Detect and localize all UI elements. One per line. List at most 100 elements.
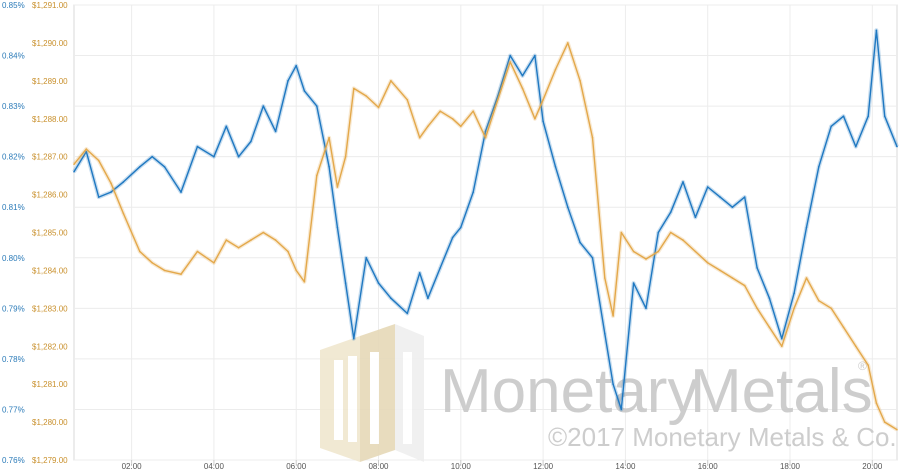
series-point-right [237,246,240,249]
series-point-right [85,148,88,150]
series-point-right [657,250,660,253]
left-tick-label: 0.77% [2,405,25,414]
series-point-left [509,54,512,57]
series-point-right [163,269,166,272]
series-point-left [731,206,734,208]
series-point-left [591,257,594,259]
x-tick-label: 14:00 [615,462,636,471]
series-point-right [554,68,557,71]
series-point-right [484,136,487,139]
watermark-brand-2: Metals [690,357,873,426]
series-point-left [534,54,536,57]
series-point-right [344,155,347,158]
series-point-left [472,191,475,193]
left-tick-label: 0.76% [2,456,25,465]
series-point-left [842,115,845,117]
right-tick-label: $1,287.00 [32,153,68,162]
series-point-right [509,61,512,63]
series-point-right [756,307,758,310]
right-tick-label: $1,288.00 [32,115,68,124]
series-point-left [896,145,898,148]
right-tick-label: $1,291.00 [32,1,68,10]
right-tick-label: $1,281.00 [32,380,68,389]
series-point-left [180,191,182,193]
series-point-left [316,105,318,107]
series-point-left [328,166,330,168]
series-point-left [604,332,606,335]
series-point-left [151,155,153,158]
series-point-left [612,383,614,386]
x-axis-ticks: 02:00 04:00 06:00 08:00 10:00 12:00 14:00 16:00… [122,460,883,471]
series-point-right [830,307,832,310]
series-point-right [632,250,635,253]
series-point-right [612,315,614,317]
right-tick-label: $1,285.00 [32,229,68,238]
right-tick-label: $1,290.00 [32,39,68,48]
series-point-right [620,231,623,234]
series-point-right [390,80,392,82]
series-point-right [250,239,252,241]
series-point-left [830,125,832,128]
series-point-left [303,90,306,92]
series-point-left [694,216,697,219]
left-tick-label: 0.82% [2,153,25,162]
right-tick-label: $1,283.00 [32,304,68,313]
left-tick-label: 0.85% [2,1,25,10]
series-point-left [579,241,581,244]
series-point-left [377,282,380,284]
series-point-right [316,174,318,177]
series-point-right [73,163,75,166]
series-point-left [365,257,368,259]
series-line-right [73,42,898,431]
series-point-left [875,29,878,32]
series-point-right [534,118,536,120]
x-tick-label: 10:00 [451,462,472,471]
series-point-left [554,166,557,168]
series-point-right [225,239,228,241]
series-point-left [768,297,771,300]
right-tick-label: $1,289.00 [32,77,68,86]
series-point-right [451,118,454,120]
series-point-left [287,80,289,82]
left-tick-label: 0.83% [2,102,25,111]
series-point-left [657,231,660,234]
series-point-left [451,236,454,239]
series-point-right [460,125,462,128]
grid [73,4,898,461]
series-point-left [344,282,347,284]
series-point-left [139,166,141,168]
series-point-left [418,272,421,274]
series-point-right [706,262,709,264]
right-tick-label: $1,282.00 [32,342,68,351]
series-point-right [542,99,544,101]
series-point-left [818,166,820,168]
series-point-right [196,250,199,253]
watermark: Monetary Metals ® ©2017 Monetary Metals … [320,324,897,462]
x-tick-label: 12:00 [533,462,554,471]
series-point-left [439,267,442,269]
series-point-left [237,155,240,158]
series-point-right [591,136,594,139]
series-point-left [805,226,808,229]
series-point-right [867,364,869,367]
series-point-left [567,206,569,208]
series-point-left [122,181,125,183]
series-point-right [353,87,355,90]
x-tick-label: 06:00 [286,462,307,471]
series-point-left [213,155,215,158]
series-point-left [353,337,355,340]
series-point-right [567,42,569,44]
x-tick-label: 08:00 [368,462,389,471]
watermark-logo-icon [320,324,424,462]
series-point-right [406,99,409,101]
series-point-left [883,115,886,117]
series-point-left [521,75,524,77]
watermark-copyright: ©2017 Monetary Metals & Co. [548,422,897,452]
left-axis-ticks: 0.85% 0.84% 0.83% 0.82% 0.81% 0.80% 0.79% 0.78%… [2,1,25,465]
series-point-left [406,312,409,315]
series-point-left [669,211,672,214]
series-point-left [867,115,869,117]
series-point-left [542,120,544,123]
series-point-left [793,292,795,295]
